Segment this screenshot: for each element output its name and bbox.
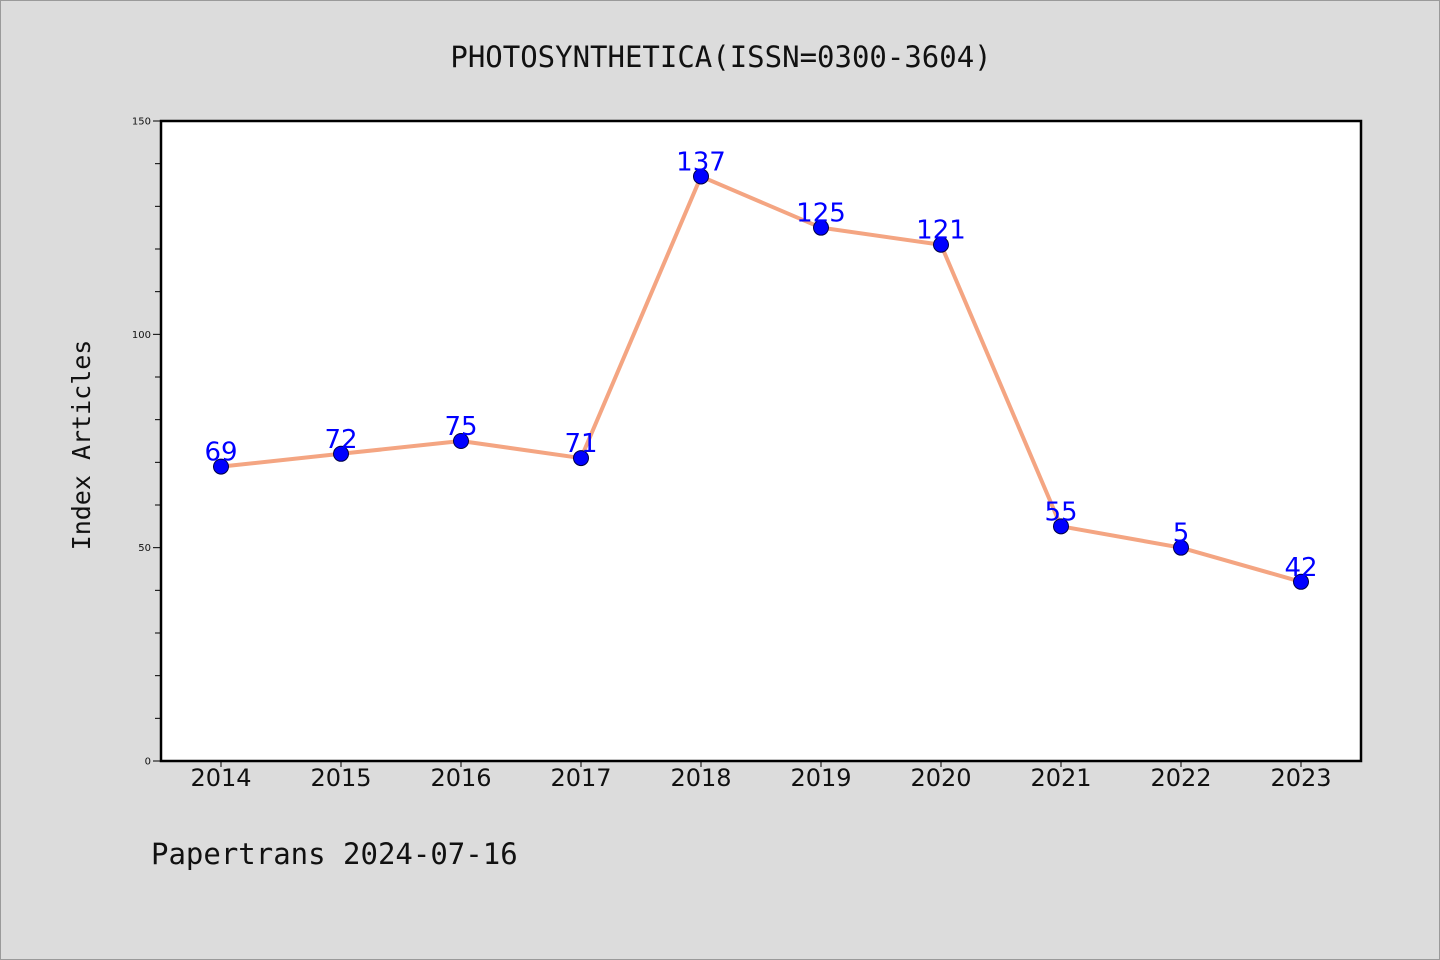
data-point xyxy=(333,445,349,462)
y-tick-label: 150 xyxy=(132,117,151,128)
x-tick-label: 2022 xyxy=(1150,764,1211,792)
y-tick-label: 100 xyxy=(132,330,151,341)
x-tick-label: 2016 xyxy=(430,764,491,792)
data-point xyxy=(693,168,709,185)
data-label: 5 xyxy=(1173,519,1190,549)
x-tick-label: 2018 xyxy=(670,764,731,792)
x-tick-label: 2021 xyxy=(1030,764,1091,792)
x-tick-label: 2019 xyxy=(790,764,851,792)
y-axis-ticks: 0 50 100 150 xyxy=(132,117,161,768)
plot-area xyxy=(161,121,1361,761)
y-axis-label: Index Articles xyxy=(67,340,96,551)
x-tick-label: 2020 xyxy=(910,764,971,792)
chart-title: PHOTOSYNTHETICA(ISSN=0300-3604) xyxy=(450,40,991,74)
data-label: 69 xyxy=(204,438,237,468)
y-tick-label: 0 xyxy=(145,757,151,768)
data-label: 121 xyxy=(916,216,966,246)
data-point xyxy=(1293,573,1309,590)
x-axis-ticks: 2014 2015 2016 2017 2018 2019 2020 2021 2022 2023 xyxy=(190,761,1332,792)
plot-frame xyxy=(159,119,1363,763)
data-point xyxy=(1053,518,1069,535)
x-tick-label: 2015 xyxy=(310,764,371,792)
data-point xyxy=(453,433,469,449)
x-tick-label: 2014 xyxy=(190,764,251,792)
series-line xyxy=(219,174,1303,584)
data-label: 75 xyxy=(444,412,477,442)
footer-text: Papertrans 2024-07-16 xyxy=(151,837,518,871)
data-label: 71 xyxy=(564,429,597,459)
data-point xyxy=(933,236,949,253)
data-point xyxy=(1173,539,1189,556)
data-point xyxy=(573,450,589,467)
x-tick-label: 2023 xyxy=(1270,764,1331,792)
data-label: 42 xyxy=(1284,553,1317,583)
data-label: 137 xyxy=(676,147,726,177)
y-tick-label: 50 xyxy=(138,543,151,554)
data-point xyxy=(213,458,229,475)
data-label: 125 xyxy=(796,199,846,229)
data-label: 55 xyxy=(1044,497,1077,527)
x-tick-label: 2017 xyxy=(550,764,611,792)
data-point xyxy=(813,219,829,236)
data-markers xyxy=(213,168,1309,590)
data-label: 72 xyxy=(324,425,357,455)
